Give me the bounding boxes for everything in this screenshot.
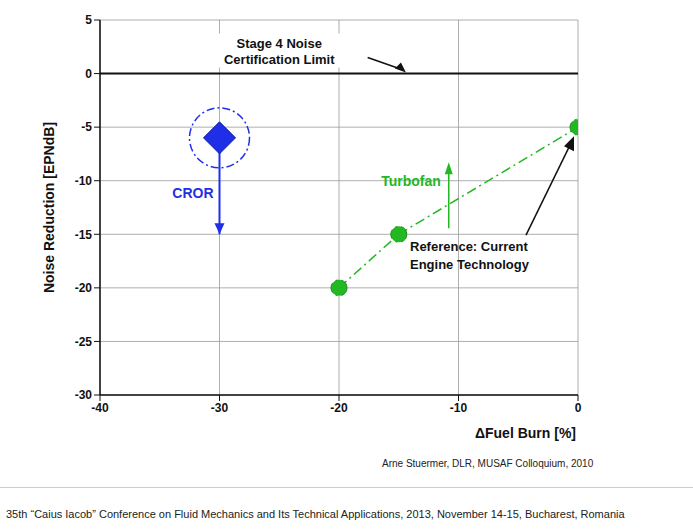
svg-text:Reference: Current: Reference: Current (410, 239, 528, 254)
svg-text:0: 0 (575, 401, 582, 415)
svg-text:CROR: CROR (172, 185, 213, 201)
svg-text:-40: -40 (91, 401, 109, 415)
svg-text:-5: -5 (81, 120, 92, 134)
svg-text:-20: -20 (75, 281, 93, 295)
svg-text:-10: -10 (450, 401, 468, 415)
svg-text:Noise Reduction [EPNdB]: Noise Reduction [EPNdB] (41, 122, 57, 293)
svg-text:0: 0 (85, 67, 92, 81)
svg-text:Certification Limit: Certification Limit (224, 52, 335, 67)
html-text:35th “Caius Iacob” Conference: 35th “Caius Iacob” Conference on Fluid M… (6, 508, 625, 520)
svg-text:-25: -25 (75, 335, 93, 349)
svg-text:-30: -30 (75, 388, 93, 402)
svg-text:Stage 4 Noise: Stage 4 Noise (237, 36, 322, 51)
svg-text:Engine Technology: Engine Technology (410, 257, 530, 272)
html-text:Arne Stuermer, DLR, MUSAF Coll: Arne Stuermer, DLR, MUSAF Colloquium, 20… (382, 458, 594, 469)
svg-text:5: 5 (85, 13, 92, 27)
svg-text:-15: -15 (75, 228, 93, 242)
svg-text:Turbofan: Turbofan (381, 173, 441, 189)
svg-text:ΔFuel Burn [%]: ΔFuel Burn [%] (475, 425, 576, 441)
svg-text:-20: -20 (330, 401, 348, 415)
svg-text:-30: -30 (211, 401, 229, 415)
svg-text:-10: -10 (75, 174, 93, 188)
